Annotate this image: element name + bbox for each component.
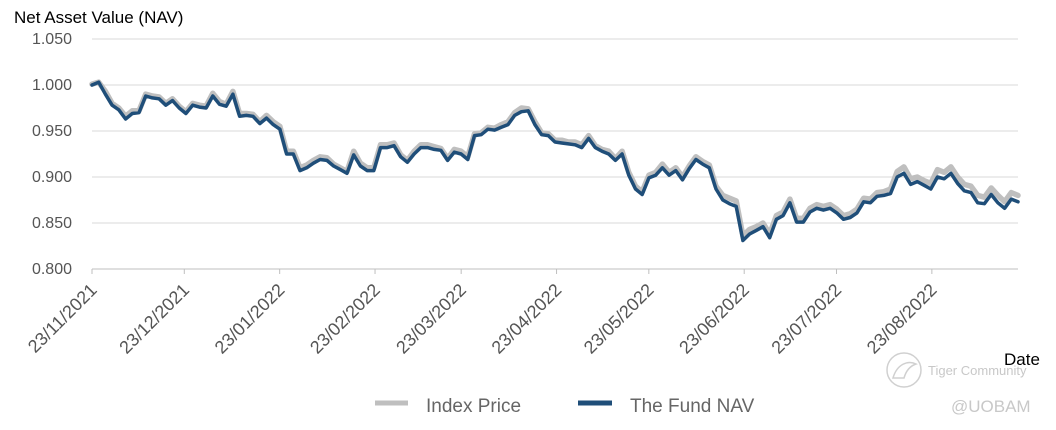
x-axis-title: Date (1004, 350, 1040, 369)
x-tick-label: 23/01/2022 (211, 280, 289, 358)
x-tick-label: 23/06/2022 (675, 280, 753, 358)
watermark-handle: @UOBAM (951, 397, 1031, 416)
legend-label-fund: The Fund NAV (630, 396, 755, 417)
watermark-brand: Tiger Community (928, 363, 1027, 378)
y-tick-label: 0.850 (32, 215, 72, 232)
tiger-logo-icon (886, 352, 922, 388)
y-tick-label: 1.050 (32, 31, 72, 48)
x-tick-labels: 23/11/2021 23/12/2021 23/01/2022 23/02/2022… (24, 269, 941, 358)
x-tick-label: 23/03/2022 (392, 280, 470, 358)
y-tick-label: 0.800 (32, 261, 72, 278)
x-tick-label: 23/02/2022 (306, 280, 384, 358)
y-tick-label: 1.000 (32, 77, 72, 94)
series-line-fund-nav (90, 80, 1020, 243)
y-tick-label: 0.900 (32, 169, 72, 186)
y-axis-title: Net Asset Value (NAV) (14, 8, 183, 27)
x-tick-label: 23/07/2022 (767, 280, 845, 358)
x-tick-label: 23/12/2021 (115, 280, 193, 358)
y-tick-labels: 0.800 0.850 0.900 0.950 1.000 1.050 (32, 31, 72, 278)
x-tick-label: 23/05/2022 (580, 280, 658, 358)
x-tick-label: 23/11/2021 (24, 280, 101, 357)
series-lines (89, 79, 1021, 243)
y-tick-label: 0.950 (32, 123, 72, 140)
watermark: Tiger Community @UOBAM (886, 352, 1031, 416)
x-tick-label: 23/08/2022 (863, 280, 941, 358)
series-line-index-price (89, 79, 1021, 239)
x-tick-label: 23/04/2022 (488, 280, 566, 358)
gridlines (92, 38, 1018, 224)
legend: Index Price The Fund NAV (375, 396, 755, 417)
legend-label-index: Index Price (426, 396, 521, 417)
